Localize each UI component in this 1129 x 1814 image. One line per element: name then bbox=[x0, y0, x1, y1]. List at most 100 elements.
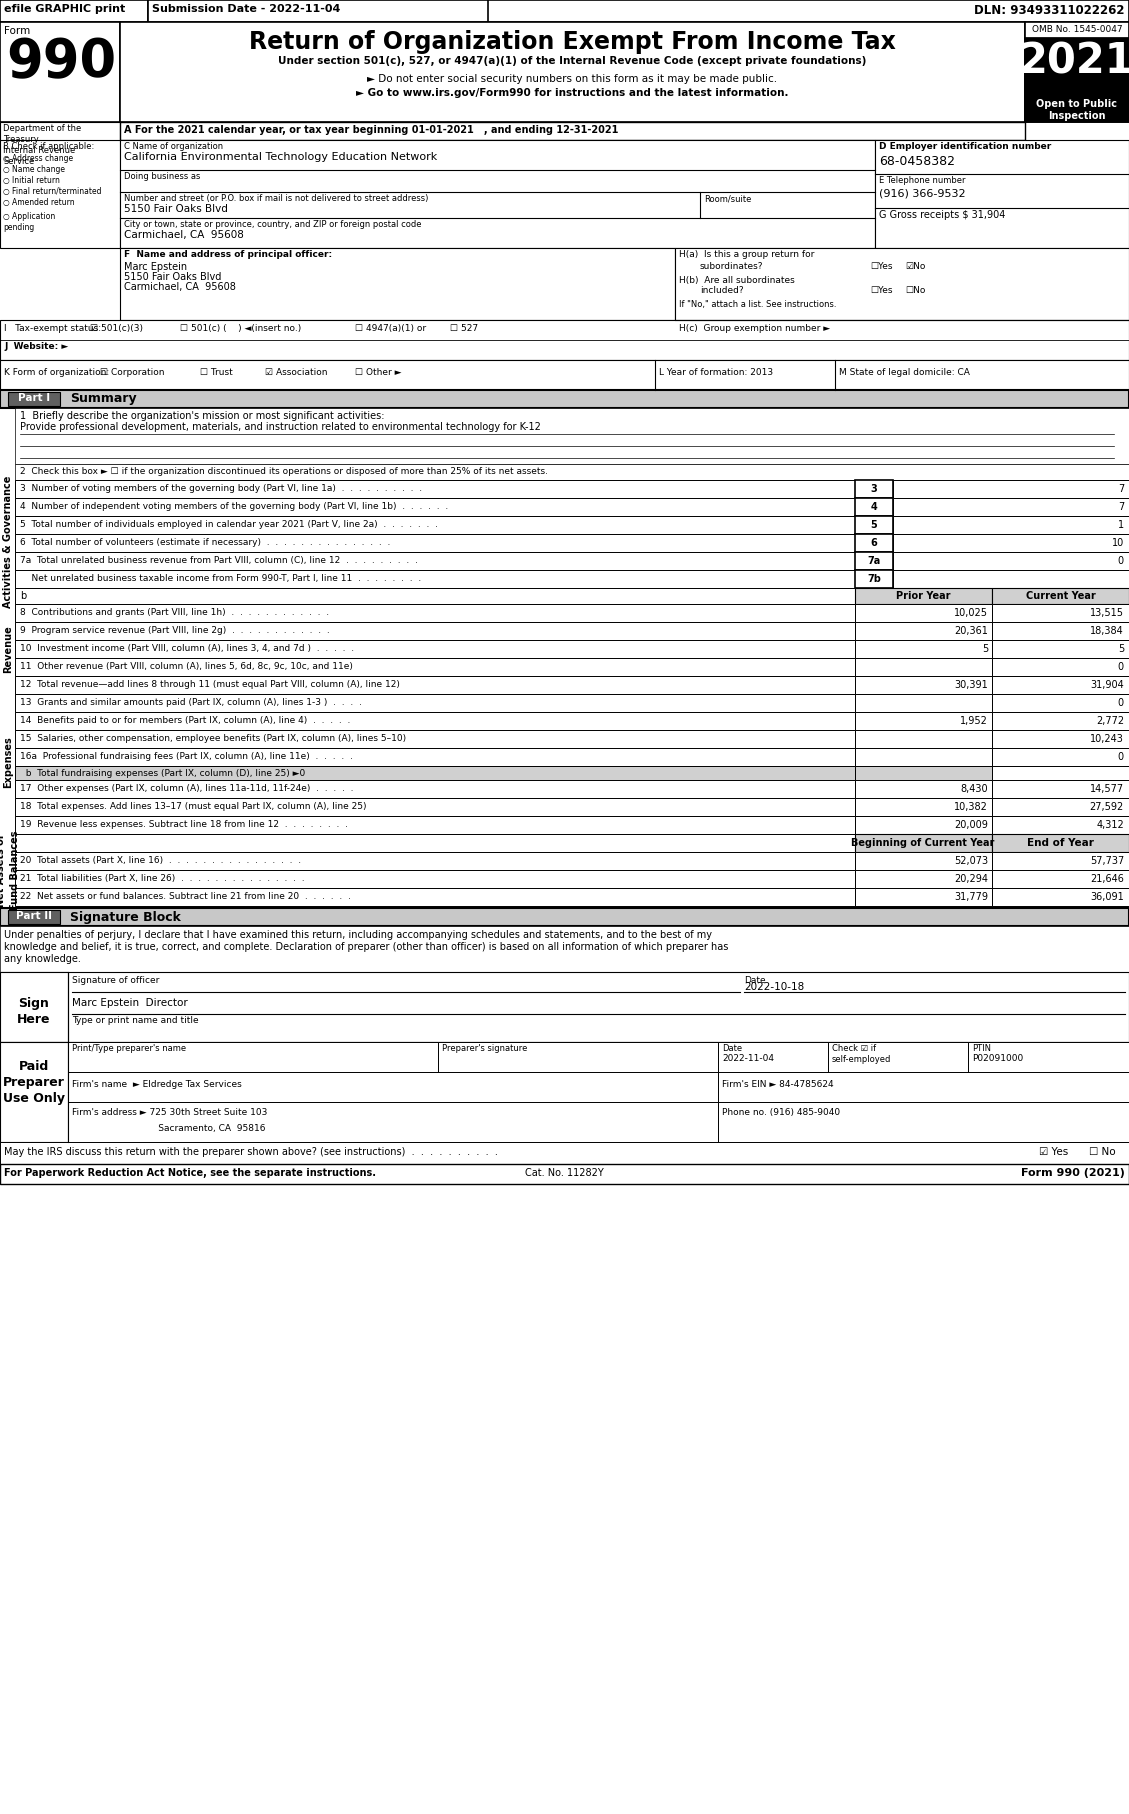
Text: 0: 0 bbox=[1118, 698, 1124, 707]
Bar bbox=[875, 140, 1129, 249]
Bar bbox=[718, 1101, 1129, 1143]
Bar bbox=[68, 1072, 718, 1101]
Text: knowledge and belief, it is true, correct, and complete. Declaration of preparer: knowledge and belief, it is true, correc… bbox=[5, 941, 728, 952]
Text: Current Year: Current Year bbox=[1025, 591, 1095, 600]
Bar bbox=[15, 622, 855, 640]
Text: 14  Benefits paid to or for members (Part IX, column (A), line 4)  .  .  .  .  .: 14 Benefits paid to or for members (Part… bbox=[20, 717, 350, 726]
Bar bbox=[992, 729, 1129, 747]
Text: Carmichael, CA  95608: Carmichael, CA 95608 bbox=[124, 281, 236, 292]
Text: Sacramento, CA  95816: Sacramento, CA 95816 bbox=[72, 1125, 265, 1134]
Bar bbox=[855, 658, 992, 677]
Bar bbox=[855, 816, 992, 834]
Text: 10,243: 10,243 bbox=[1091, 735, 1124, 744]
Text: Part II: Part II bbox=[16, 911, 52, 922]
Text: 2  Check this box ► ☐ if the organization discontinued its operations or dispose: 2 Check this box ► ☐ if the organization… bbox=[20, 466, 548, 475]
Bar bbox=[120, 140, 875, 249]
Text: Net unrelated business taxable income from Form 990-T, Part I, line 11  .  .  . : Net unrelated business taxable income fr… bbox=[20, 573, 421, 582]
Text: PTIN: PTIN bbox=[972, 1045, 991, 1052]
Text: 1  Briefly describe the organization's mission or most significant activities:: 1 Briefly describe the organization's mi… bbox=[20, 412, 385, 421]
Bar bbox=[855, 622, 992, 640]
Bar bbox=[15, 834, 855, 853]
Bar bbox=[855, 533, 893, 551]
Text: 7a: 7a bbox=[867, 557, 881, 566]
Text: ☐ Corporation: ☐ Corporation bbox=[100, 368, 165, 377]
Text: C Name of organization: C Name of organization bbox=[124, 141, 224, 151]
Text: 16a  Professional fundraising fees (Part IX, column (A), line 11e)  .  .  .  .  : 16a Professional fundraising fees (Part … bbox=[20, 753, 353, 762]
Text: 10: 10 bbox=[1112, 539, 1124, 548]
Bar bbox=[855, 551, 893, 570]
Text: 7: 7 bbox=[1118, 502, 1124, 512]
Bar bbox=[992, 588, 1129, 604]
Bar bbox=[15, 766, 855, 780]
Bar bbox=[893, 481, 1129, 499]
Bar bbox=[15, 798, 855, 816]
Text: If "No," attach a list. See instructions.: If "No," attach a list. See instructions… bbox=[679, 299, 837, 308]
Text: 10,025: 10,025 bbox=[954, 608, 988, 619]
Bar bbox=[855, 780, 992, 798]
Text: ○ Name change: ○ Name change bbox=[3, 165, 65, 174]
Text: Provide professional development, materials, and instruction related to environm: Provide professional development, materi… bbox=[20, 423, 541, 432]
Text: 7: 7 bbox=[1118, 484, 1124, 493]
Text: 20,009: 20,009 bbox=[954, 820, 988, 831]
Bar bbox=[855, 747, 992, 766]
Text: Revenue: Revenue bbox=[3, 626, 14, 673]
Bar bbox=[15, 604, 855, 622]
Bar bbox=[15, 464, 1129, 481]
Text: DLN: 93493311022262: DLN: 93493311022262 bbox=[974, 4, 1124, 16]
Bar bbox=[15, 695, 855, 713]
Bar bbox=[992, 889, 1129, 905]
Text: ☐Yes: ☐Yes bbox=[870, 261, 893, 270]
Text: I   Tax-exempt status:: I Tax-exempt status: bbox=[5, 325, 102, 334]
Text: ○ Initial return: ○ Initial return bbox=[3, 176, 60, 185]
Text: Part I: Part I bbox=[18, 394, 50, 403]
Bar bbox=[0, 1143, 1129, 1165]
Text: 5150 Fair Oaks Blvd: 5150 Fair Oaks Blvd bbox=[124, 203, 228, 214]
Text: Form: Form bbox=[5, 25, 30, 36]
Text: 21,646: 21,646 bbox=[1091, 874, 1124, 883]
Text: 52,073: 52,073 bbox=[954, 856, 988, 865]
Text: ☐ 4947(a)(1) or: ☐ 4947(a)(1) or bbox=[355, 325, 426, 334]
Bar bbox=[15, 658, 855, 677]
Text: Phone no. (916) 485-9040: Phone no. (916) 485-9040 bbox=[723, 1108, 840, 1117]
Text: 31,904: 31,904 bbox=[1091, 680, 1124, 689]
Text: 12  Total revenue—add lines 8 through 11 (must equal Part VIII, column (A), line: 12 Total revenue—add lines 8 through 11 … bbox=[20, 680, 400, 689]
Text: 2022-10-18: 2022-10-18 bbox=[744, 981, 804, 992]
Text: Department of the
Treasury
Internal Revenue
Service: Department of the Treasury Internal Reve… bbox=[3, 123, 81, 167]
Text: D Employer identification number: D Employer identification number bbox=[879, 141, 1051, 151]
Bar bbox=[992, 871, 1129, 889]
Text: any knowledge.: any knowledge. bbox=[5, 954, 81, 963]
Bar bbox=[0, 359, 1129, 390]
Bar bbox=[992, 640, 1129, 658]
Bar bbox=[992, 604, 1129, 622]
Bar bbox=[15, 729, 855, 747]
Bar bbox=[855, 871, 992, 889]
Bar bbox=[855, 677, 992, 695]
Bar bbox=[855, 889, 992, 905]
Text: M State of legal domicile: CA: M State of legal domicile: CA bbox=[839, 368, 970, 377]
Text: 20,361: 20,361 bbox=[954, 626, 988, 637]
Text: Form 990 (2021): Form 990 (2021) bbox=[1021, 1168, 1124, 1177]
Text: Check ☑ if
self-employed: Check ☑ if self-employed bbox=[832, 1045, 892, 1065]
Text: ► Go to www.irs.gov/Form990 for instructions and the latest information.: ► Go to www.irs.gov/Form990 for instruct… bbox=[357, 89, 789, 98]
Text: Activities & Governance: Activities & Governance bbox=[3, 475, 14, 608]
Text: Paid: Paid bbox=[19, 1059, 50, 1074]
Text: Beginning of Current Year: Beginning of Current Year bbox=[851, 838, 995, 847]
Bar bbox=[15, 640, 855, 658]
Bar bbox=[855, 640, 992, 658]
Text: 14,577: 14,577 bbox=[1089, 784, 1124, 795]
Text: 31,779: 31,779 bbox=[954, 892, 988, 902]
Text: 57,737: 57,737 bbox=[1089, 856, 1124, 865]
Text: ☐ Trust: ☐ Trust bbox=[200, 368, 233, 377]
Text: 6: 6 bbox=[870, 539, 877, 548]
Bar bbox=[0, 390, 1129, 408]
Text: ○ Application
pending: ○ Application pending bbox=[3, 212, 55, 232]
Bar bbox=[0, 22, 120, 122]
Bar bbox=[855, 604, 992, 622]
Text: (916) 366-9532: (916) 366-9532 bbox=[879, 189, 965, 198]
Text: ☐ 527: ☐ 527 bbox=[450, 325, 478, 334]
Text: 4,312: 4,312 bbox=[1096, 820, 1124, 831]
Bar bbox=[893, 515, 1129, 533]
Text: 13,515: 13,515 bbox=[1089, 608, 1124, 619]
Text: End of Year: End of Year bbox=[1027, 838, 1094, 847]
Text: H(c)  Group exemption number ►: H(c) Group exemption number ► bbox=[679, 325, 830, 334]
